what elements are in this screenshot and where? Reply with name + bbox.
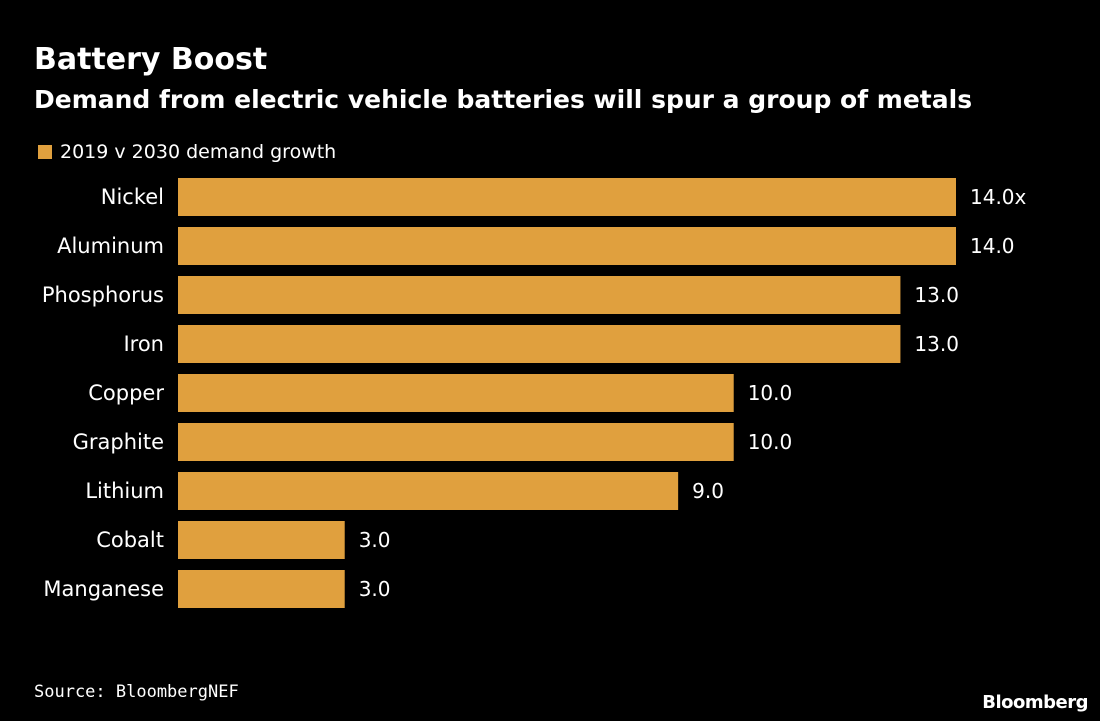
category-label-cobalt: Cobalt [96,528,164,552]
value-label-nickel: 14.0x [970,185,1027,209]
source-note: Source: BloombergNEF [34,682,239,702]
value-label-phosphorus: 13.0 [914,283,959,307]
value-label-graphite: 10.0 [748,430,793,454]
legend-swatch [38,145,52,159]
bar-cobalt [178,521,345,559]
value-label-lithium: 9.0 [692,479,724,503]
bar-copper [178,374,734,412]
chart-title: Battery Boost [34,42,268,77]
category-label-lithium: Lithium [85,479,164,503]
category-label-nickel: Nickel [101,185,164,209]
category-label-iron: Iron [123,332,164,356]
category-label-aluminum: Aluminum [57,234,164,258]
legend: 2019 v 2030 demand growth [38,138,336,166]
category-label-graphite: Graphite [73,430,164,454]
category-label-copper: Copper [88,381,164,405]
legend-label: 2019 v 2030 demand growth [60,141,337,163]
value-label-manganese: 3.0 [359,577,391,601]
value-label-copper: 10.0 [748,381,793,405]
bar-nickel [178,178,956,216]
bar-manganese [178,570,345,608]
chart-subtitle: Demand from electric vehicle batteries w… [34,85,973,114]
brand-logo: Bloomberg [982,692,1088,713]
value-label-aluminum: 14.0 [970,234,1015,258]
bar-phosphorus [178,276,901,314]
value-label-cobalt: 3.0 [359,528,391,552]
bar-graphite [178,423,734,461]
category-label-manganese: Manganese [43,577,164,601]
bar-aluminum [178,227,956,265]
value-label-iron: 13.0 [914,332,959,356]
bar-lithium [178,472,679,510]
category-label-phosphorus: Phosphorus [42,283,164,307]
bar-iron [178,325,901,363]
